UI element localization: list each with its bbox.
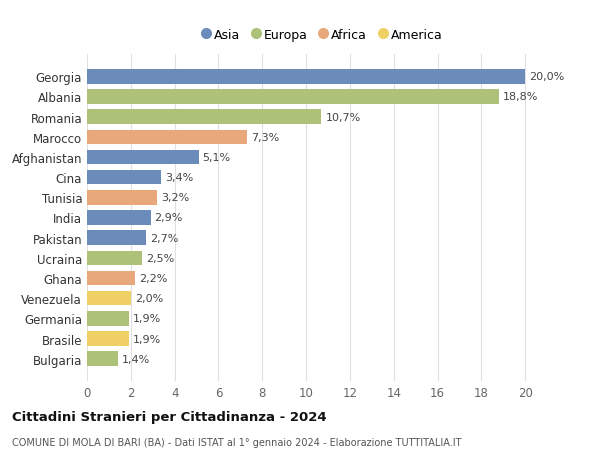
Text: 1,9%: 1,9%: [133, 313, 161, 324]
Bar: [87, 291, 131, 306]
Text: COMUNE DI MOLA DI BARI (BA) - Dati ISTAT al 1° gennaio 2024 - Elaborazione TUTTI: COMUNE DI MOLA DI BARI (BA) - Dati ISTAT…: [12, 437, 461, 447]
Text: 18,8%: 18,8%: [503, 92, 538, 102]
Text: 20,0%: 20,0%: [529, 72, 565, 82]
Text: 3,4%: 3,4%: [166, 173, 194, 183]
Bar: [87, 251, 142, 265]
Text: 10,7%: 10,7%: [325, 112, 361, 123]
Legend: Asia, Europa, Africa, America: Asia, Europa, Africa, America: [202, 29, 443, 42]
Text: 5,1%: 5,1%: [203, 153, 231, 162]
Bar: [87, 151, 199, 165]
Bar: [87, 90, 499, 105]
Text: 2,7%: 2,7%: [150, 233, 178, 243]
Bar: [87, 190, 157, 205]
Bar: [87, 130, 247, 145]
Text: 2,5%: 2,5%: [146, 253, 174, 263]
Text: 2,0%: 2,0%: [135, 294, 163, 303]
Bar: [87, 311, 128, 326]
Text: Cittadini Stranieri per Cittadinanza - 2024: Cittadini Stranieri per Cittadinanza - 2…: [12, 410, 326, 423]
Bar: [87, 110, 322, 125]
Bar: [87, 211, 151, 225]
Text: 2,2%: 2,2%: [139, 274, 167, 283]
Text: 3,2%: 3,2%: [161, 193, 189, 203]
Bar: [87, 331, 128, 346]
Text: 7,3%: 7,3%: [251, 133, 279, 142]
Bar: [87, 352, 118, 366]
Bar: [87, 171, 161, 185]
Bar: [87, 271, 135, 285]
Bar: [87, 231, 146, 246]
Bar: [87, 70, 525, 84]
Text: 2,9%: 2,9%: [154, 213, 183, 223]
Text: 1,4%: 1,4%: [122, 354, 150, 364]
Text: 1,9%: 1,9%: [133, 334, 161, 344]
